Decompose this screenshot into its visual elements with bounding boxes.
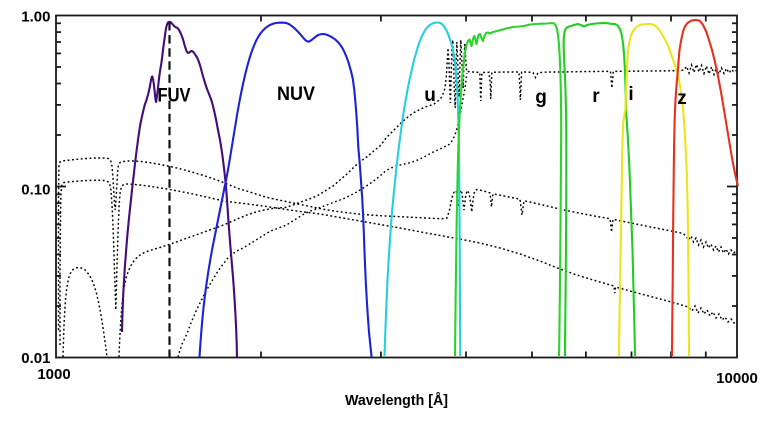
svg-text:1.00: 1.00 <box>21 9 50 26</box>
svg-text:Wavelength [Å]: Wavelength [Å] <box>345 392 448 409</box>
svg-text:0.01: 0.01 <box>21 350 50 367</box>
svg-text:g: g <box>535 87 547 108</box>
svg-text:z: z <box>677 88 687 109</box>
svg-text:FUV: FUV <box>158 86 191 107</box>
svg-text:r: r <box>592 86 600 107</box>
svg-text:10000: 10000 <box>716 370 758 387</box>
svg-text:0.10: 0.10 <box>21 182 50 199</box>
svg-text:1000: 1000 <box>37 366 70 383</box>
svg-text:NUV: NUV <box>277 84 315 105</box>
svg-text:u: u <box>424 85 436 106</box>
svg-text:i: i <box>628 84 633 105</box>
